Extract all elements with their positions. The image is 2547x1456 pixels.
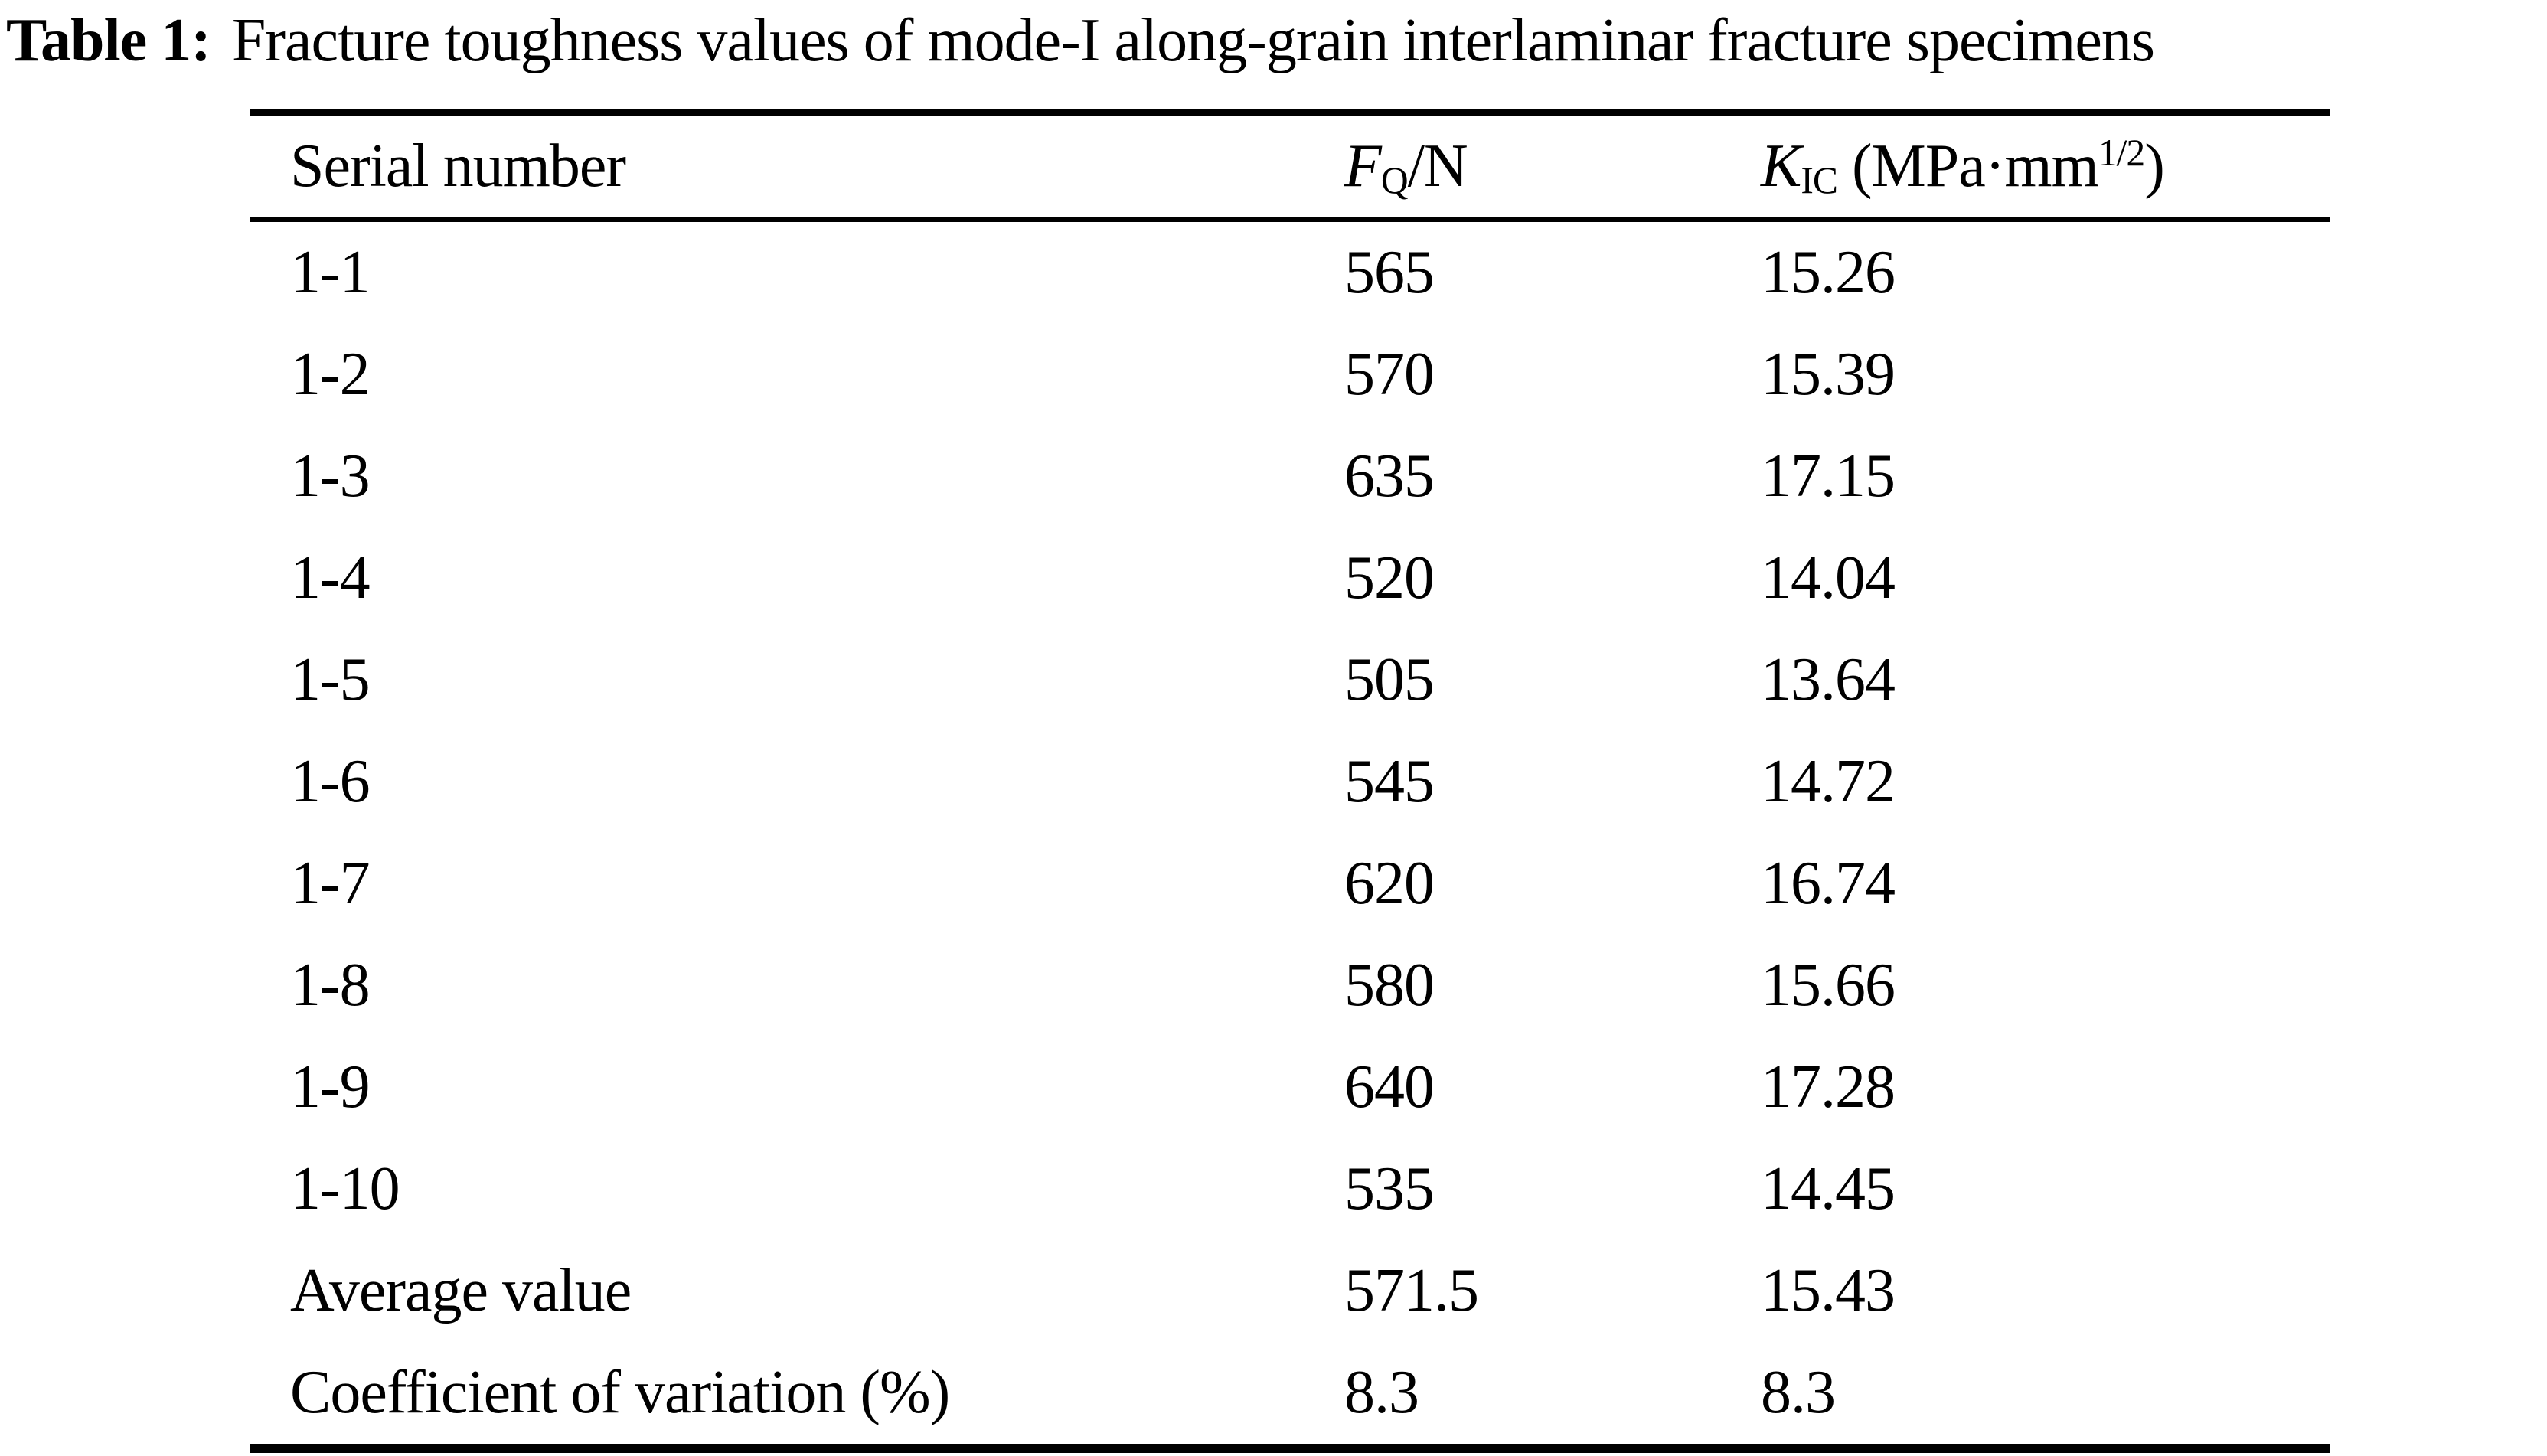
table-row: 1-7 620 16.74 bbox=[250, 833, 2330, 935]
cell-serial: 1-9 bbox=[290, 1053, 371, 1121]
table-row: 1-3 635 17.15 bbox=[250, 426, 2330, 527]
cell-kic: 15.26 bbox=[1761, 239, 1896, 306]
table-row: 1-6 545 14.72 bbox=[250, 731, 2330, 833]
table-caption: Table 1: Fracture toughness values of mod… bbox=[6, 6, 2155, 76]
caption-text: Fracture toughness values of mode-I alon… bbox=[231, 7, 2155, 74]
col-header-serial: Serial number bbox=[250, 112, 1344, 222]
col-header-kic: KIC (MPa·mm1/2) bbox=[1761, 112, 2330, 222]
cell-fq: 535 bbox=[1344, 1155, 1435, 1223]
cell-serial: 1-4 bbox=[290, 544, 371, 612]
cell-kic: 17.28 bbox=[1761, 1053, 1896, 1121]
caption-label: Table 1: bbox=[6, 7, 211, 74]
cell-kic: 15.39 bbox=[1761, 341, 1896, 408]
cell-serial: 1-8 bbox=[290, 952, 371, 1019]
col-header-fq: FQ/N bbox=[1344, 112, 1761, 222]
cell-serial: 1-6 bbox=[290, 748, 371, 815]
cell-fq: 565 bbox=[1344, 239, 1435, 306]
cell-kic: 14.72 bbox=[1761, 748, 1896, 815]
cell-serial: Average value bbox=[290, 1257, 632, 1324]
header-row: Serial number FQ/N KIC (MPa·mm1/2) bbox=[250, 112, 2330, 222]
cell-fq: 520 bbox=[1344, 544, 1435, 612]
cell-fq: 620 bbox=[1344, 850, 1435, 917]
cell-fq: 580 bbox=[1344, 952, 1435, 1019]
table-row: 1-1 565 15.26 bbox=[250, 220, 2330, 324]
table-row: Coefficient of variation (%) 8.3 8.3 bbox=[250, 1342, 2330, 1448]
cell-fq: 545 bbox=[1344, 748, 1435, 815]
cell-serial: 1-10 bbox=[290, 1155, 400, 1223]
cell-kic: 17.15 bbox=[1761, 442, 1896, 510]
cell-kic: 8.3 bbox=[1761, 1359, 1836, 1426]
table-row: 1-10 535 14.45 bbox=[250, 1138, 2330, 1240]
fracture-toughness-table: Serial number FQ/N KIC (MPa·mm1/2) 1-1 5… bbox=[250, 109, 2330, 1453]
cell-fq: 635 bbox=[1344, 442, 1435, 510]
cell-kic: 15.66 bbox=[1761, 952, 1896, 1019]
cell-kic: 13.64 bbox=[1761, 646, 1896, 713]
cell-fq: 505 bbox=[1344, 646, 1435, 713]
cell-serial: 1-2 bbox=[290, 341, 371, 408]
cell-kic: 14.45 bbox=[1761, 1155, 1896, 1223]
cell-fq: 640 bbox=[1344, 1053, 1435, 1121]
table-row: Average value 571.5 15.43 bbox=[250, 1240, 2330, 1342]
cell-kic: 15.43 bbox=[1761, 1257, 1896, 1324]
cell-fq: 8.3 bbox=[1344, 1359, 1419, 1426]
cell-serial: 1-7 bbox=[290, 850, 371, 917]
cell-fq: 571.5 bbox=[1344, 1257, 1479, 1324]
cell-serial: 1-5 bbox=[290, 646, 371, 713]
cell-serial: 1-1 bbox=[290, 239, 371, 306]
table-row: 1-4 520 14.04 bbox=[250, 527, 2330, 629]
cell-serial: Coefficient of variation (%) bbox=[290, 1359, 950, 1426]
table-row: 1-2 570 15.39 bbox=[250, 324, 2330, 426]
table-row: 1-5 505 13.64 bbox=[250, 629, 2330, 731]
cell-kic: 16.74 bbox=[1761, 850, 1896, 917]
cell-serial: 1-3 bbox=[290, 442, 371, 510]
table-row: 1-8 580 15.66 bbox=[250, 935, 2330, 1037]
cell-kic: 14.04 bbox=[1761, 544, 1896, 612]
table-row: 1-9 640 17.28 bbox=[250, 1037, 2330, 1138]
cell-fq: 570 bbox=[1344, 341, 1435, 408]
